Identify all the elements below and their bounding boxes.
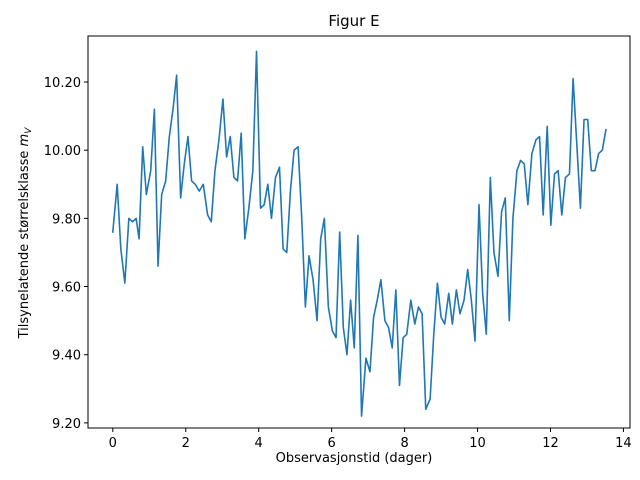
x-tick-label: 6 [328, 436, 336, 451]
x-axis-label: Observasjonstid (dager) [276, 451, 433, 466]
x-tick-label: 4 [255, 436, 263, 451]
y-axis-label-symbol: m [17, 134, 32, 147]
y-axis-label-main: Tilsynelatende størrelsklasse [17, 146, 32, 339]
x-tick-label: 0 [109, 436, 117, 451]
y-tick-label: 9.60 [52, 281, 81, 296]
axes-frame [87, 35, 631, 429]
chart-title: Figur E [328, 12, 379, 30]
y-tick-label: 10.20 [44, 76, 81, 91]
plot-area [87, 35, 631, 429]
y-tick-label: 9.40 [52, 349, 81, 364]
y-tick-label: 10.00 [44, 144, 81, 159]
x-tick-label: 14 [615, 436, 632, 451]
x-tick-label: 2 [182, 436, 190, 451]
y-tick-label: 9.20 [52, 417, 81, 432]
x-axis-ticks: 0 2 4 6 8 10 12 14 [109, 428, 632, 451]
y-axis-label: Tilsynelatende størrelsklasse mV [17, 127, 34, 340]
series-line [111, 50, 607, 417]
x-tick-label: 10 [469, 436, 486, 451]
y-axis-ticks: 9.20 9.40 9.60 9.80 10.00 10.20 [44, 76, 88, 432]
y-axis-label-subscript: V [24, 127, 34, 134]
y-tick-label: 9.80 [52, 212, 81, 227]
x-tick-label: 8 [400, 436, 408, 451]
x-tick-label: 12 [542, 436, 559, 451]
